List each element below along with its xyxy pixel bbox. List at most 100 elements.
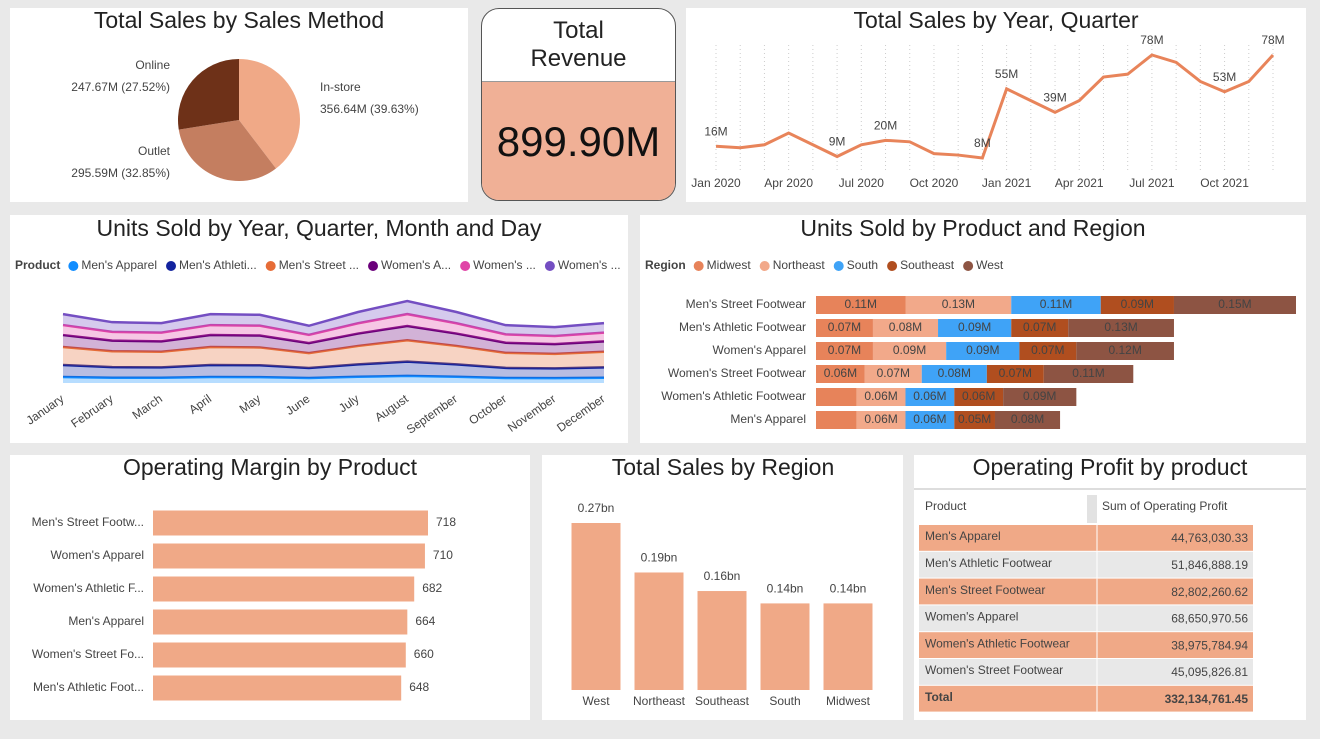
bar-segment xyxy=(1173,296,1296,314)
bar xyxy=(697,591,747,690)
data-label: 664 xyxy=(415,614,435,628)
data-label: 0.13M xyxy=(942,297,975,311)
data-label: 0.06M xyxy=(913,412,946,426)
data-label: 0.13M xyxy=(1104,320,1137,334)
data-label: 0.09M xyxy=(1121,297,1154,311)
pie-slice xyxy=(239,59,300,169)
slice-value: 247.67M (27.52%) xyxy=(71,80,170,94)
x-tick-label: Midwest xyxy=(826,694,871,708)
bar-segment xyxy=(816,319,873,337)
table-cell: Men's Street Footwear xyxy=(925,583,1045,597)
bar-segment xyxy=(816,388,857,406)
bar-segment xyxy=(856,388,906,406)
bar-segment xyxy=(1011,296,1101,314)
chart-title: Total Sales by Year, Quarter xyxy=(853,7,1138,33)
legend-marker xyxy=(759,261,770,271)
chart-title: Total Sales by Region xyxy=(612,454,834,480)
legend-marker xyxy=(963,261,974,271)
legend-label: South xyxy=(847,258,878,272)
data-label: 0.07M xyxy=(828,343,861,357)
data-label: 9M xyxy=(829,135,846,149)
table-title: Operating Profit by product xyxy=(973,454,1248,480)
bar-segment xyxy=(1043,365,1134,383)
table-row xyxy=(919,659,1253,685)
bar-segment xyxy=(905,388,955,406)
area xyxy=(63,340,604,369)
data-label: 0.07M xyxy=(828,320,861,334)
x-tick-label: Southeast xyxy=(695,694,750,708)
column-resizer xyxy=(1087,495,1097,523)
x-tick-label: Oct 2021 xyxy=(1200,176,1249,190)
y-tick-label: Men's Apparel xyxy=(730,412,806,426)
data-label: 0.11M xyxy=(845,297,877,311)
legend-label: Midwest xyxy=(707,258,752,272)
data-label: 0.09M xyxy=(958,320,991,334)
legend-marker xyxy=(693,261,704,271)
bar-segment xyxy=(938,319,1012,337)
legend-label: Men's Apparel xyxy=(81,258,157,272)
chart-title: Operating Margin by Product xyxy=(123,454,418,480)
data-label: 20M xyxy=(874,119,897,133)
bar-segment xyxy=(1068,319,1174,337)
table-cell: Men's Athletic Footwear xyxy=(925,556,1052,570)
y-tick-label: Men's Athletic Footwear xyxy=(679,320,806,334)
table-cell: 68,650,970.56 xyxy=(1171,612,1248,626)
data-label: 78M xyxy=(1140,33,1163,47)
area xyxy=(63,301,604,337)
bar xyxy=(153,642,406,668)
bar-segment xyxy=(994,411,1061,429)
legend-marker xyxy=(887,261,898,271)
data-label: 0.11M xyxy=(1072,366,1104,380)
data-label: 710 xyxy=(433,548,453,562)
x-tick-label: Oct 2020 xyxy=(910,176,959,190)
data-label: 0.07M xyxy=(1023,320,1056,334)
data-label: 648 xyxy=(409,680,429,694)
data-label: 39M xyxy=(1043,91,1066,105)
data-label: 0.09M xyxy=(893,343,926,357)
y-tick-label: Women's Apparel xyxy=(51,548,144,562)
legend-label: Southeast xyxy=(900,258,955,272)
table-cell: 51,846,888.19 xyxy=(1171,558,1248,572)
data-label: 0.14bn xyxy=(767,582,804,596)
x-tick-label: Apr 2021 xyxy=(1055,176,1104,190)
x-tick-label: Jan 2020 xyxy=(691,176,741,190)
table-cell: 82,802,260.62 xyxy=(1171,585,1248,599)
data-label: 0.12M xyxy=(1108,343,1141,357)
column-header: Sum of Operating Profit xyxy=(1102,499,1228,513)
bar xyxy=(153,543,425,569)
data-label: 16M xyxy=(704,124,727,138)
y-tick-label: Women's Athletic F... xyxy=(33,581,144,595)
data-label: 0.15M xyxy=(1218,297,1251,311)
pie-slice xyxy=(178,120,276,181)
x-tick-label: South xyxy=(769,694,800,708)
area-line xyxy=(62,312,605,338)
bar xyxy=(153,675,402,701)
legend-marker xyxy=(833,261,844,271)
bar-segment xyxy=(856,411,906,429)
data-label: 0.09M xyxy=(1023,389,1056,403)
data-label: 0.08M xyxy=(1011,412,1044,426)
bar-segment xyxy=(816,411,857,429)
bar-segment xyxy=(816,342,873,360)
y-tick-label: Men's Street Footwear xyxy=(686,297,806,311)
bar-segment xyxy=(1100,296,1174,314)
area-line xyxy=(62,360,605,370)
area-line xyxy=(62,299,605,329)
bar xyxy=(760,603,810,690)
legend-marker xyxy=(544,261,555,271)
legend-label: Men's Athleti... xyxy=(179,258,257,272)
table-row xyxy=(919,551,1253,578)
legend-label: West xyxy=(976,258,1004,272)
chart-title: Units Sold by Year, Quarter, Month and D… xyxy=(97,215,542,241)
legend-label: Women's ... xyxy=(473,258,536,272)
area-line xyxy=(62,338,605,356)
data-label: 0.11M xyxy=(1040,297,1072,311)
legend-label: Women's A... xyxy=(381,258,451,272)
bar-segment xyxy=(954,411,995,429)
bar-segment xyxy=(905,411,955,429)
area-line xyxy=(62,324,605,346)
sales-line xyxy=(715,53,1275,160)
legend-label: Women's ... xyxy=(558,258,621,272)
